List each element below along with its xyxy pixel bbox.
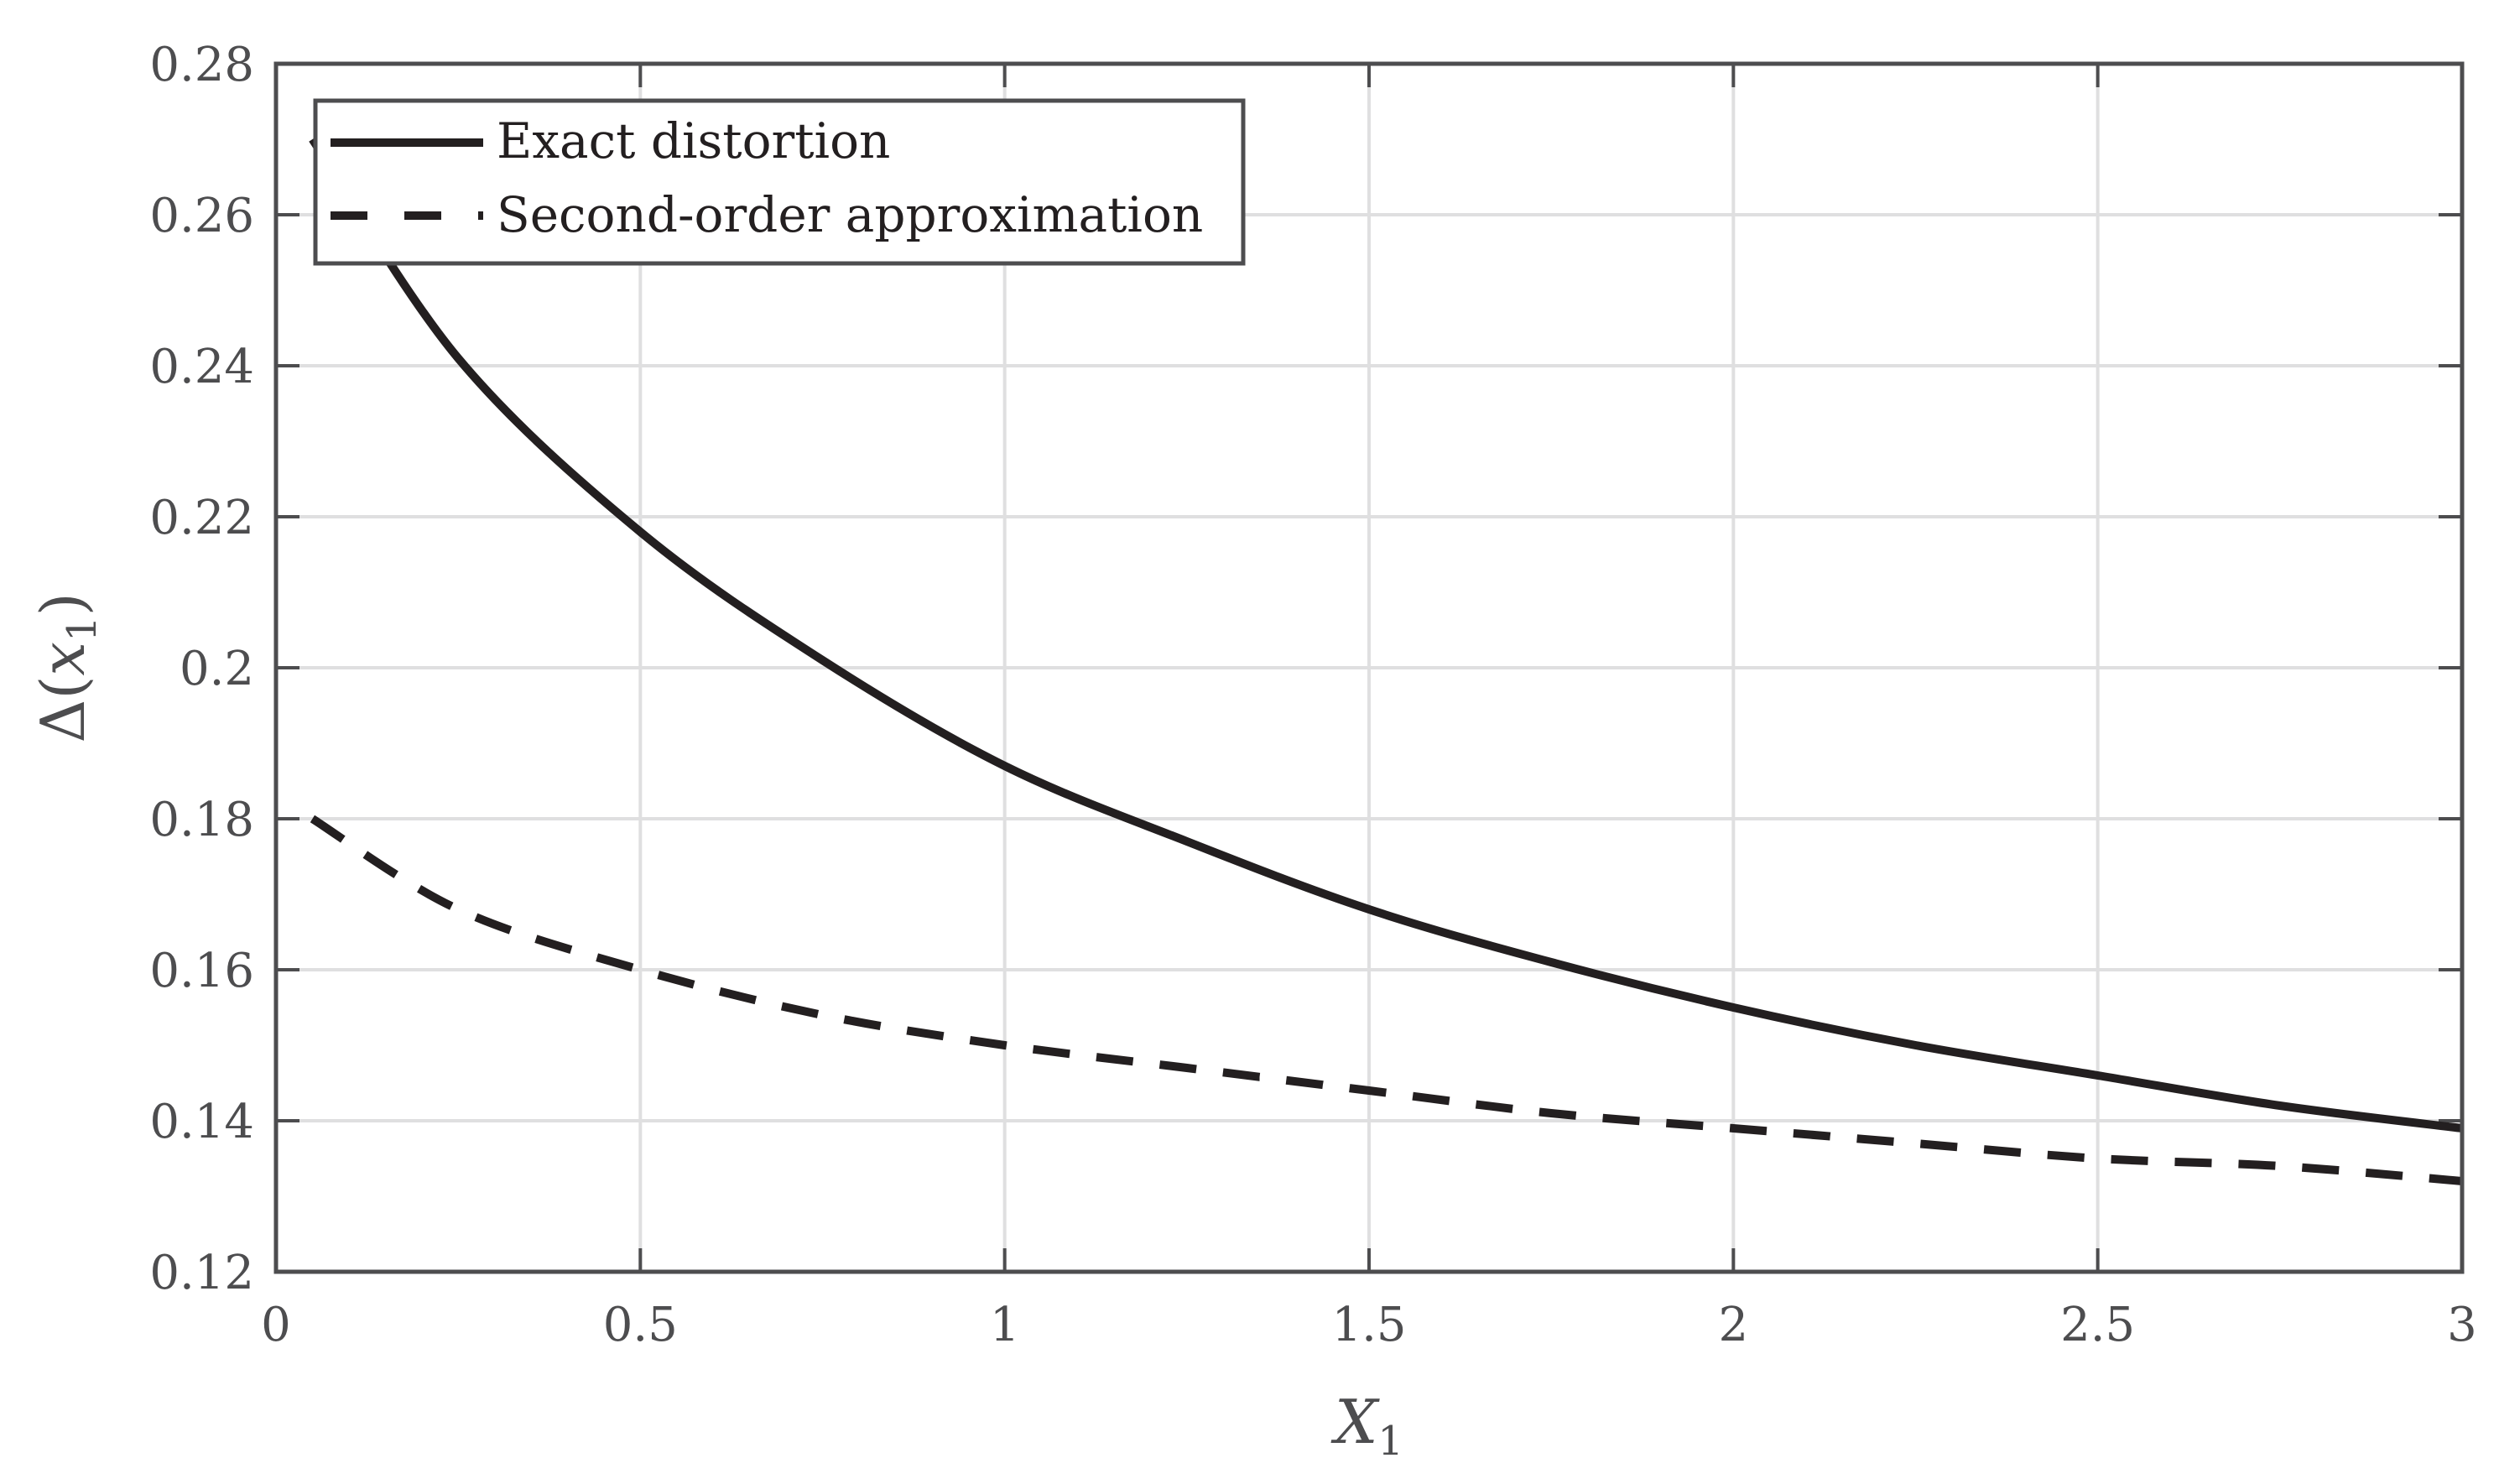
legend-label-exact: Exact distortion (497, 112, 890, 169)
data-series (309, 137, 2463, 1185)
legend-label-approx: Second-order approximation (497, 186, 1203, 243)
x-tick-labels: 0 0.5 1 1.5 2 2.5 3 (261, 1298, 2477, 1352)
y-axis-label: Δ(x1) (28, 592, 106, 742)
x-tick-label: 0 (261, 1298, 291, 1352)
y-tick-label: 0.12 (149, 1246, 254, 1300)
x-tick-label: 2.5 (2060, 1298, 2135, 1352)
legend: Exact distortion Second-order approximat… (313, 98, 1246, 266)
y-tick-label: 0.2 (180, 642, 254, 696)
plot-frame (273, 61, 2465, 1274)
x-tick-label: 1 (990, 1298, 1020, 1352)
series-exact-distortion (309, 137, 2463, 1133)
y-tick-label: 0.24 (149, 340, 254, 394)
y-tick-label: 0.22 (149, 491, 254, 545)
series-second-order-approximation (310, 815, 2463, 1185)
grid-lines (274, 62, 2464, 1273)
y-tick-label: 0.26 (149, 189, 254, 243)
x-tick-label: 2 (1719, 1298, 1749, 1352)
y-tick-label: 0.16 (149, 944, 254, 998)
y-tick-label: 0.14 (149, 1095, 254, 1149)
y-tick-labels: 0.12 0.14 0.16 0.18 0.2 0.22 0.24 0.26 0.28 (149, 38, 254, 1300)
x-tick-label: 3 (2447, 1298, 2477, 1352)
y-tick-label: 0.28 (149, 38, 254, 92)
x-tick-label: 0.5 (603, 1298, 678, 1352)
y-tick-label: 0.18 (149, 793, 254, 847)
x-axis-label: X1 (1330, 1387, 1403, 1465)
x-tick-label: 1.5 (1331, 1298, 1406, 1352)
legend-box (313, 98, 1246, 266)
